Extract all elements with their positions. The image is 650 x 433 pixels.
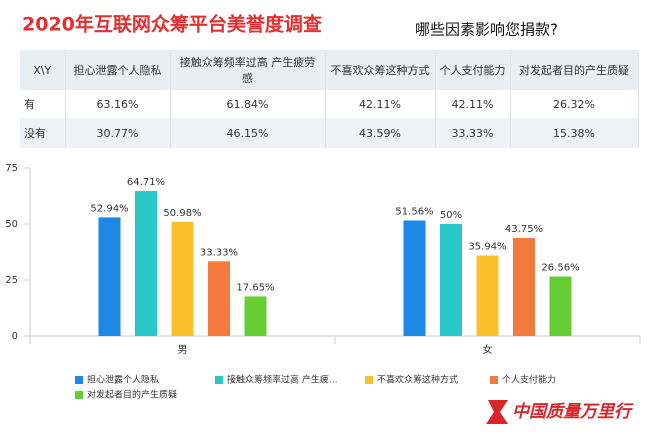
value-label: 43.75% bbox=[505, 224, 543, 235]
bar bbox=[513, 238, 535, 336]
value-label: 26.56% bbox=[541, 263, 579, 274]
x-tick-label: 女 bbox=[483, 343, 493, 356]
legend-swatch bbox=[215, 376, 223, 384]
legend-swatch bbox=[490, 376, 498, 384]
bar bbox=[171, 221, 194, 336]
bar bbox=[549, 276, 572, 336]
table-cell: 46.15% bbox=[170, 118, 326, 148]
value-label: 64.71% bbox=[127, 177, 165, 188]
legend-label: 个人支付能力 bbox=[502, 374, 556, 386]
table-cell: 26.32% bbox=[510, 90, 639, 118]
legend-swatch bbox=[75, 391, 83, 399]
y-tick-label: 50 bbox=[5, 219, 18, 230]
table-cell: 有 bbox=[20, 90, 66, 118]
bar bbox=[244, 296, 267, 336]
value-label: 35.94% bbox=[468, 241, 506, 252]
table-cell: 33.33% bbox=[435, 118, 511, 148]
table-cell: 61.84% bbox=[170, 90, 326, 118]
table-cell: 担心泄露个人隐私 bbox=[65, 50, 171, 90]
table-row: 有 63.16% 61.84% 42.11% 42.11% 26.32% bbox=[20, 90, 639, 118]
table-cell: 42.11% bbox=[435, 90, 511, 118]
value-label: 17.65% bbox=[236, 282, 274, 293]
bar bbox=[135, 191, 157, 336]
table-row: 没有 30.77% 46.15% 43.59% 33.33% 15.38% bbox=[20, 118, 639, 148]
table-cell: 接触众筹频率过高 产生疲劳感 bbox=[170, 50, 326, 90]
table-cell: X\Y bbox=[20, 50, 66, 90]
table-header: X\Y 担心泄露个人隐私 接触众筹频率过高 产生疲劳感 不喜欢众筹这种方式 个人支付能力… bbox=[20, 50, 639, 90]
subtitle: 哪些因素影响您捐款? bbox=[415, 21, 558, 39]
table-cell: 不喜欢众筹这种方式 bbox=[325, 50, 436, 90]
bar bbox=[98, 217, 121, 336]
value-label: 52.94% bbox=[90, 203, 128, 214]
value-label: 50% bbox=[440, 210, 462, 221]
table-cell: 对发起者目的产生质疑 bbox=[510, 50, 639, 90]
y-tick-label: 75 bbox=[5, 163, 18, 174]
y-tick-label: 25 bbox=[5, 275, 18, 286]
legend-swatch bbox=[75, 376, 83, 384]
table-cell: 没有 bbox=[20, 118, 66, 148]
legend-label: 担心泄露个人隐私 bbox=[87, 374, 159, 386]
legend-label: 接触众筹频率过高 产生疲... bbox=[227, 374, 337, 386]
bar bbox=[208, 261, 230, 336]
logo-icon bbox=[486, 400, 508, 424]
bar bbox=[403, 220, 426, 336]
value-label: 50.98% bbox=[163, 208, 201, 219]
table-cell: 个人支付能力 bbox=[435, 50, 511, 90]
table-cell: 43.59% bbox=[325, 118, 436, 148]
bar bbox=[476, 255, 499, 336]
logo: 中国质量万里行 bbox=[512, 402, 634, 422]
legend-swatch bbox=[365, 376, 373, 384]
legend-label: 对发起者目的产生质疑 bbox=[87, 389, 177, 401]
bar bbox=[440, 224, 462, 336]
table-cell: 63.16% bbox=[65, 90, 171, 118]
table-cell: 15.38% bbox=[510, 118, 639, 148]
value-label: 33.33% bbox=[200, 247, 238, 258]
legend-label: 不喜欢众筹这种方式 bbox=[377, 374, 458, 386]
x-tick-label: 男 bbox=[178, 344, 188, 356]
table-cell: 42.11% bbox=[325, 90, 436, 118]
table-cell: 30.77% bbox=[65, 118, 171, 148]
page-title: 2020年互联网众筹平台美誉度调查 bbox=[22, 13, 323, 36]
value-label: 51.56% bbox=[395, 207, 433, 218]
summary-table: X\Y 担心泄露个人隐私 接触众筹频率过高 产生疲劳感 不喜欢众筹这种方式 个人支付能力… bbox=[20, 50, 639, 148]
y-tick-label: 0 bbox=[12, 331, 18, 342]
